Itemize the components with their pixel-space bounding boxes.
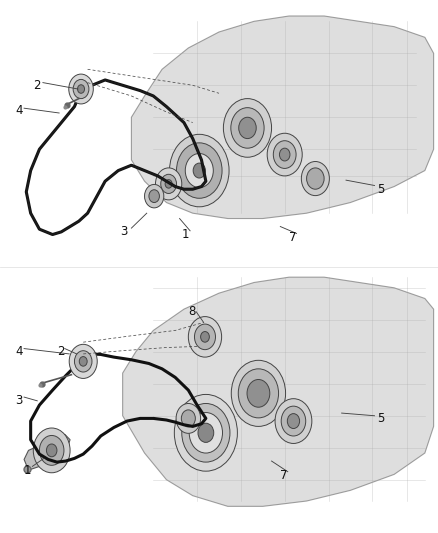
- Circle shape: [201, 332, 209, 342]
- Circle shape: [267, 133, 302, 176]
- Polygon shape: [24, 434, 70, 470]
- Circle shape: [69, 344, 97, 378]
- Text: 3: 3: [120, 225, 128, 238]
- Circle shape: [145, 184, 164, 208]
- Circle shape: [74, 351, 92, 372]
- Circle shape: [273, 141, 296, 168]
- Circle shape: [307, 168, 324, 189]
- Circle shape: [78, 85, 85, 93]
- Circle shape: [279, 148, 290, 161]
- Circle shape: [149, 190, 159, 203]
- Circle shape: [182, 403, 230, 462]
- Text: 1: 1: [24, 464, 32, 477]
- Text: 2: 2: [57, 345, 64, 358]
- Circle shape: [194, 324, 215, 350]
- Text: 3: 3: [15, 394, 23, 407]
- Circle shape: [193, 163, 205, 178]
- Circle shape: [170, 134, 229, 207]
- Text: 7: 7: [289, 231, 297, 244]
- Circle shape: [176, 403, 201, 433]
- Polygon shape: [123, 277, 434, 506]
- Circle shape: [275, 399, 312, 443]
- Circle shape: [46, 444, 57, 457]
- Circle shape: [223, 99, 272, 157]
- Circle shape: [177, 143, 222, 198]
- Text: 4: 4: [15, 345, 23, 358]
- Text: 5: 5: [377, 183, 384, 196]
- Circle shape: [287, 414, 300, 429]
- Circle shape: [161, 174, 177, 193]
- Circle shape: [165, 180, 172, 188]
- Circle shape: [188, 317, 222, 357]
- Circle shape: [231, 108, 264, 148]
- Text: 1: 1: [182, 228, 189, 241]
- Circle shape: [181, 410, 195, 427]
- Circle shape: [239, 117, 256, 139]
- Circle shape: [174, 394, 237, 471]
- Circle shape: [301, 161, 329, 196]
- Circle shape: [185, 154, 213, 188]
- Text: 8: 8: [188, 305, 196, 318]
- Circle shape: [33, 428, 70, 473]
- Circle shape: [247, 379, 270, 407]
- Text: 4: 4: [15, 104, 23, 117]
- Text: 2: 2: [33, 79, 40, 92]
- Circle shape: [189, 413, 223, 453]
- Text: 7: 7: [280, 469, 288, 482]
- Text: 5: 5: [377, 412, 384, 425]
- Circle shape: [69, 74, 93, 104]
- Circle shape: [281, 406, 306, 436]
- Circle shape: [238, 369, 279, 418]
- Circle shape: [79, 357, 87, 366]
- Circle shape: [231, 360, 286, 426]
- Circle shape: [155, 168, 182, 200]
- Polygon shape: [131, 16, 434, 219]
- Circle shape: [198, 423, 214, 442]
- Circle shape: [73, 79, 89, 99]
- Circle shape: [39, 435, 64, 465]
